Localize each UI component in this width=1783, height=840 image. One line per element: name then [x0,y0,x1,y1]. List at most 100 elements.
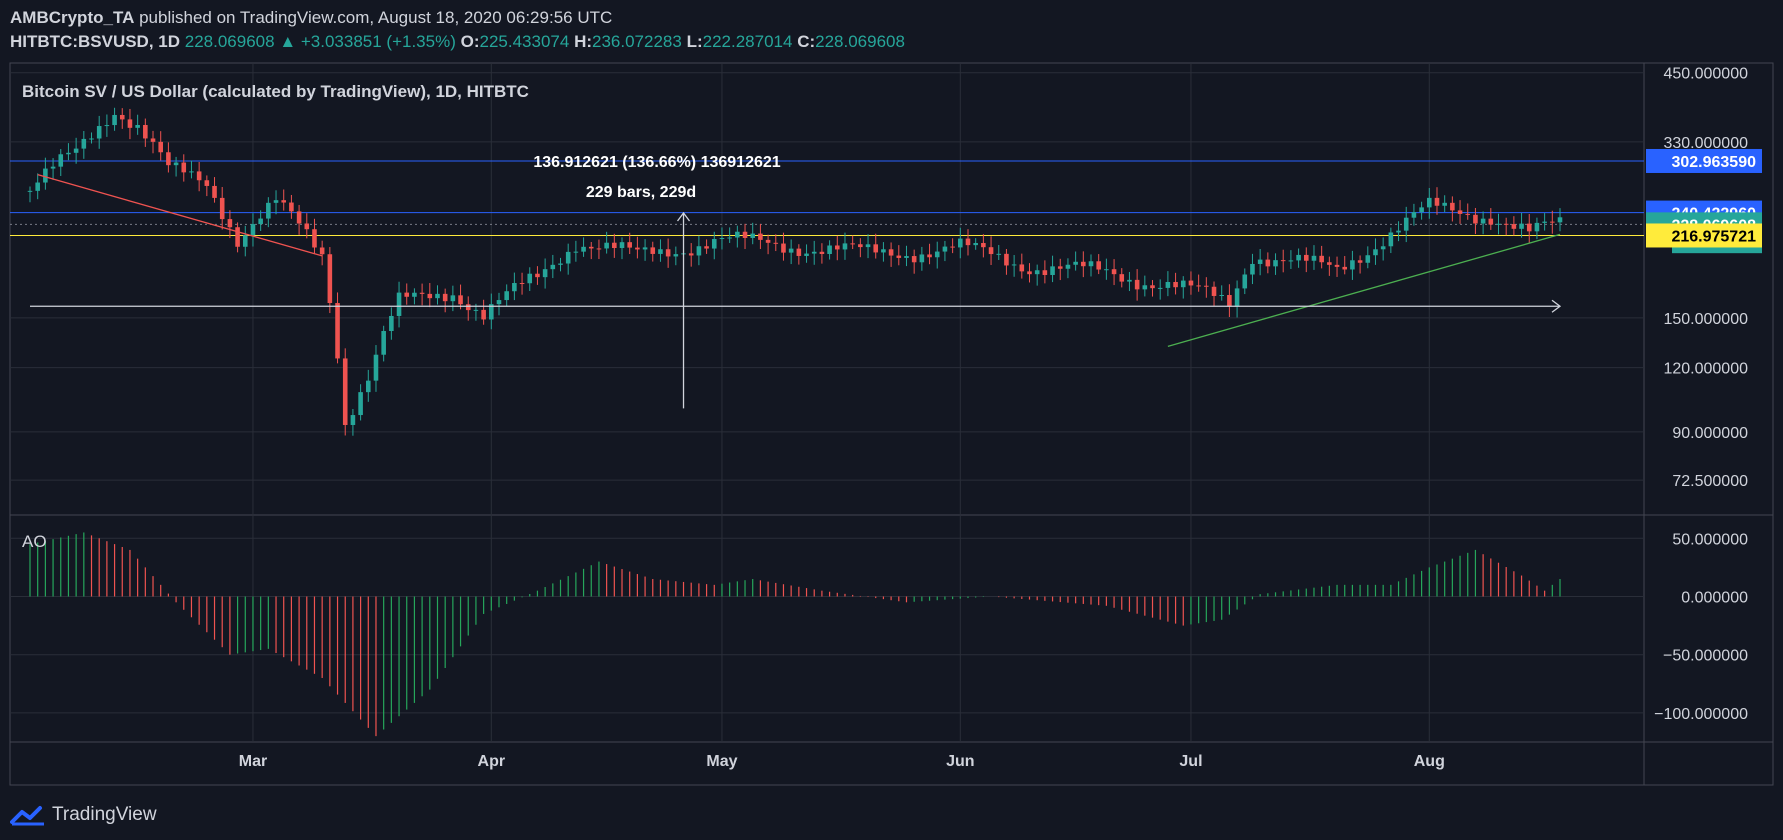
candle-body [811,251,817,254]
candle-body [1327,262,1332,265]
candle-body [527,273,533,284]
candle-body [58,154,64,167]
candle-body [604,242,609,249]
candle-body [1280,260,1286,262]
high-value: 236.072283 [592,32,682,51]
candle-body [204,180,210,186]
candle-body [535,273,540,278]
candle-body [419,292,425,294]
candle-body [565,251,571,264]
candle-body [758,233,763,240]
candle-body [942,246,948,252]
candle-body [1096,261,1101,270]
candle-body [1334,264,1340,267]
candle-body [873,244,879,253]
ao-tick-label: 50.000000 [1672,531,1748,548]
open-label: O: [460,32,480,51]
price-label-box [1646,148,1762,173]
candle-body [158,141,163,153]
candle-body [842,243,848,250]
candle-body [1465,213,1471,215]
candle-body [435,293,440,299]
candle-body [1526,223,1532,232]
low-value: 222.287014 [702,32,793,51]
candle-body [981,243,986,248]
candle-body [773,242,779,244]
ao-tick-label: −50.000000 [1663,648,1748,665]
candle-body [1165,281,1171,288]
author-name[interactable]: AMBCrypto_TA [10,8,135,27]
published-text: published on TradingView.com, August 18,… [139,8,613,27]
candle-body [1427,197,1432,208]
trendline [1167,233,1561,348]
axis-ticks: Mar Apr May Jun Jul Aug 450.000000 330.000000 15… [239,66,1748,770]
candle-body [412,292,417,297]
tradingview-footer[interactable]: TradingView [10,804,157,826]
candle-body [1319,255,1324,263]
candle-body [1503,223,1509,225]
candle-body [189,171,194,173]
candle-body [1227,295,1232,307]
candle-body [266,202,271,219]
candle-body [496,300,502,305]
candle-body [104,125,110,127]
candle-body [627,242,632,248]
candle-body [558,263,563,265]
candle-body [919,254,925,263]
candle-body [335,303,340,359]
candle-body [135,124,140,128]
candle-body [1211,286,1217,296]
candle-body [742,231,748,238]
candle-body [696,246,702,256]
candle-body [519,283,525,285]
candle-body [196,171,202,181]
candle-body [442,293,448,302]
x-tick-label: Jul [1179,753,1202,770]
candle-body [612,242,617,249]
candle-body [1342,266,1348,270]
candle-body [804,253,809,256]
price-label-box [1646,223,1762,248]
candle-body [1057,266,1063,269]
candle-body [166,152,171,166]
candle-body [150,138,156,142]
candle-body [327,254,333,304]
candle-body [988,247,994,255]
candle-body [143,124,148,139]
candle-body [250,224,256,236]
candle-body [596,248,602,250]
candle-body [888,249,894,256]
candle-body [212,185,217,198]
candle-body [1303,254,1309,261]
candle-body [850,243,855,245]
candle-body [973,243,978,246]
candle-body [819,251,825,255]
candle-body [750,233,756,238]
candle-body [43,168,48,183]
candle-body [658,249,663,254]
candle-body [1311,255,1317,261]
candle-body [1380,246,1386,250]
candle-body [1157,287,1163,289]
candle-body [1457,210,1463,214]
candle-body [1357,260,1363,263]
arrow-head-icon [676,211,691,222]
candle-body [235,227,240,247]
candles [27,107,1563,436]
candle-body [1150,285,1155,289]
candle-body [1442,202,1447,206]
candle-body [1373,249,1378,256]
candle-body [1534,222,1540,232]
candle-body [1019,264,1025,272]
candle-body [896,255,902,258]
candle-body [1403,217,1409,231]
grid-lines [10,63,1644,742]
chart-border [9,62,1774,786]
candle-body [1088,261,1094,267]
chart-header: AMBCrypto_TA published on TradingView.co… [10,6,905,54]
candle-body [96,126,102,139]
candle-body [1004,253,1009,266]
candle-body [581,246,586,252]
